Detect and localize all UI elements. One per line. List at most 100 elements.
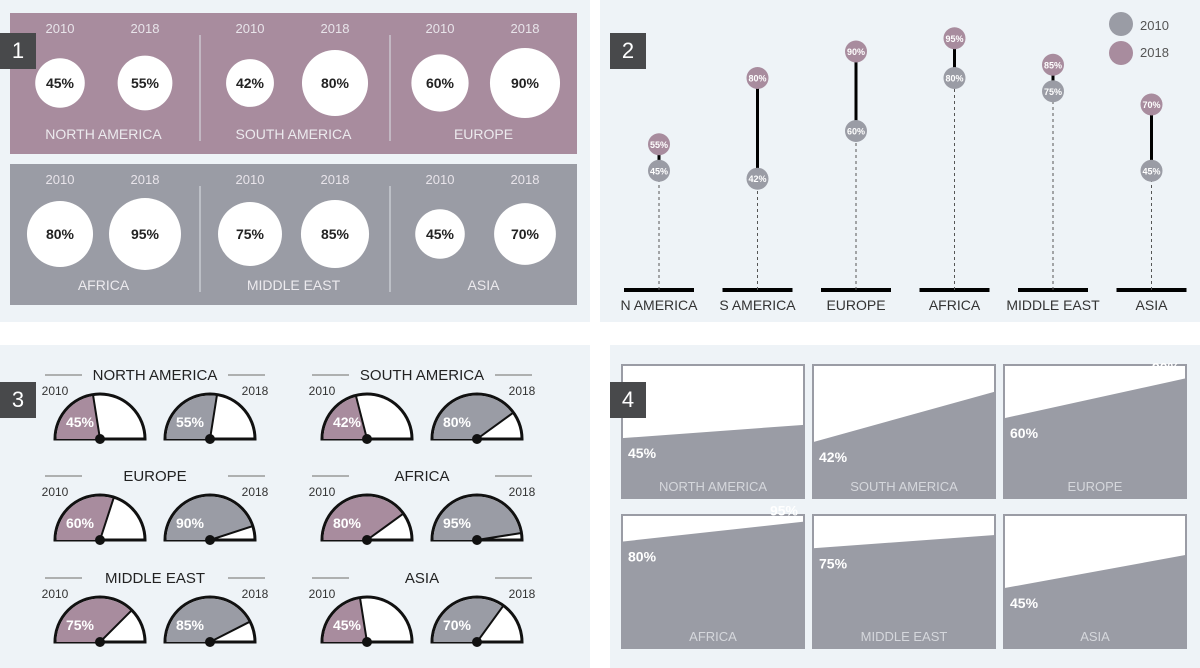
category-label: EUROPE: [826, 297, 885, 313]
series-label-2010: 2010: [426, 21, 455, 36]
area-fill: [813, 534, 995, 648]
gauge-fill: [323, 396, 367, 439]
point-value-label: 85%: [1044, 60, 1062, 70]
point-2010: [943, 67, 966, 89]
area-value-2010: 80%: [628, 549, 657, 565]
bubble-value-label: 90%: [511, 75, 540, 91]
bubble-chart: 2010 2018 45% 55% NORTH AMERICA 2010 2018 42% 80…: [10, 13, 577, 305]
panel-area: 45% 55% NORTH AMERICA 42% 80% SOUTH AMERICA 60…: [610, 345, 1200, 668]
region-label: MIDDLE EAST: [861, 629, 948, 644]
point-2010: [845, 120, 867, 142]
bubble-value-label: 75%: [236, 226, 265, 242]
gauge-chart: NORTH AMERICA 2010 2018 45% 55% SOUTH AMERICA…: [42, 367, 536, 647]
gauge-fill: [166, 598, 249, 642]
bubble-2018: [300, 199, 370, 269]
region-title: ASIA: [405, 570, 439, 587]
legend-swatch-2010: [1109, 12, 1133, 36]
gauge-hub: [362, 637, 372, 647]
legend-label-2018: 2018: [1140, 45, 1169, 60]
region-title: AFRICA: [394, 468, 449, 485]
area-value-2018: 80%: [961, 373, 990, 389]
panel-number-badge: 4: [610, 382, 646, 418]
series-label-2010: 2010: [309, 384, 336, 398]
region-label: ASIA: [1080, 629, 1110, 644]
gauge-hub: [205, 535, 215, 545]
series-label-2010: 2010: [309, 485, 336, 499]
point-2010: [1042, 80, 1064, 103]
area-fill: [622, 424, 804, 498]
point-value-label: 55%: [650, 140, 668, 150]
gauge-hub: [362, 535, 372, 545]
category-label: S AMERICA: [719, 297, 796, 313]
bubble-value-label: 85%: [321, 226, 350, 242]
point-2010: [746, 167, 769, 190]
series-label-2018: 2018: [509, 587, 536, 601]
region-label: NORTH AMERICA: [45, 126, 162, 142]
series-label-2018: 2018: [511, 21, 540, 36]
series-label-2018: 2018: [131, 172, 160, 187]
area-value-2010: 45%: [1010, 595, 1039, 611]
series-label-2010: 2010: [236, 21, 265, 36]
point-value-label: 70%: [1142, 100, 1160, 110]
bubble-value-label: 80%: [46, 226, 75, 242]
gauge-needle: [209, 525, 254, 541]
series-label-2010: 2010: [426, 172, 455, 187]
panel-gauges: NORTH AMERICA 2010 2018 45% 55% SOUTH AMERICA…: [0, 345, 590, 668]
gauge-fill: [323, 496, 403, 540]
point-2010: [1140, 159, 1163, 182]
gauge-needle: [209, 620, 251, 643]
region-label: SOUTH AMERICA: [236, 126, 353, 142]
region-label: AFRICA: [78, 277, 130, 293]
gauge-needle: [209, 394, 219, 440]
region-label: EUROPE: [1068, 479, 1123, 494]
gauge-hub: [472, 637, 482, 647]
area-value-2010: 75%: [819, 555, 848, 571]
gauge-fill: [433, 496, 520, 540]
gauge-value-label: 80%: [443, 414, 472, 430]
gauge-fill: [56, 396, 100, 439]
gauge-value-label: 75%: [66, 617, 95, 633]
series-label-2010: 2010: [42, 587, 69, 601]
bubble-value-label: 60%: [426, 75, 455, 91]
series-label-2018: 2018: [511, 172, 540, 187]
point-value-label: 95%: [945, 34, 963, 44]
area-value-2018: 90%: [1152, 359, 1181, 375]
gauge-value-label: 85%: [176, 617, 205, 633]
series-label-2018: 2018: [131, 21, 160, 36]
region-title: NORTH AMERICA: [93, 367, 218, 384]
gauge-hub: [95, 535, 105, 545]
series-label-2010: 2010: [236, 172, 265, 187]
point-value-label: 45%: [650, 166, 668, 176]
gauge-fill: [433, 395, 513, 439]
point-2018: [943, 27, 966, 50]
bubble-2018: [301, 49, 369, 117]
gauge-needle: [99, 609, 133, 643]
panel-number-badge: 1: [0, 33, 36, 69]
point-value-label: 80%: [945, 74, 963, 84]
bubble-value-label: 45%: [426, 226, 455, 242]
bubble-value-label: 70%: [511, 226, 540, 242]
series-label-2018: 2018: [321, 172, 350, 187]
gauge-hub: [205, 637, 215, 647]
region-label: ASIA: [468, 277, 501, 293]
area-value-2018: 70%: [1152, 536, 1181, 552]
gauge-value-label: 42%: [333, 414, 362, 430]
point-2010: [648, 159, 670, 182]
category-label: ASIA: [1136, 297, 1169, 313]
gauge-fill: [56, 496, 114, 540]
bubble-value-label: 42%: [236, 75, 265, 91]
point-2018: [1140, 93, 1163, 116]
series-label-2010: 2010: [46, 172, 75, 187]
region-row-box: [10, 13, 577, 154]
series-label-2018: 2018: [242, 587, 269, 601]
series-label-2018: 2018: [509, 485, 536, 499]
bubble-2010: [415, 209, 465, 259]
gauge-needle: [354, 395, 368, 440]
point-value-label: 90%: [847, 47, 865, 57]
area-fill: [813, 391, 995, 498]
gauge-value-label: 95%: [443, 515, 472, 531]
area-fill: [1004, 378, 1186, 498]
point-value-label: 42%: [748, 174, 766, 184]
area-value-2018: 55%: [770, 406, 799, 422]
area-fill: [622, 521, 804, 648]
